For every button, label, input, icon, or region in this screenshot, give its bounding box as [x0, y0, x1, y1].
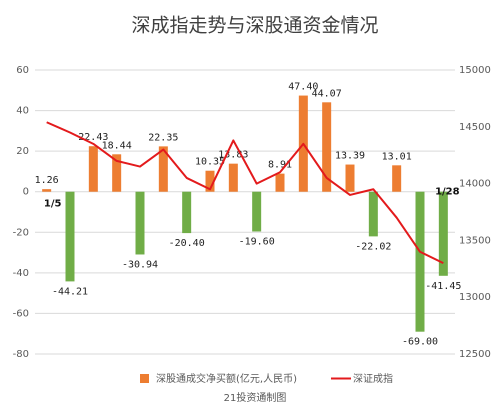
y-tick-label: 0 — [23, 187, 29, 198]
y2-tick-label: 12500 — [459, 349, 491, 360]
value-label: -69.00 — [402, 337, 438, 348]
bar — [322, 102, 332, 192]
bar — [275, 173, 285, 192]
value-label: -20.40 — [169, 238, 205, 249]
chart-title: 深成指走势与深股通资金情况 — [131, 15, 378, 37]
bar — [112, 154, 122, 192]
bar — [42, 189, 52, 192]
y-tick-label: -60 — [13, 308, 29, 319]
bar — [252, 191, 262, 232]
legend-label: 深股通成交净买额(亿元,人民币) — [156, 372, 297, 385]
footer: 21投资通制图 — [224, 391, 287, 404]
bar — [368, 191, 378, 237]
value-label: -41.45 — [425, 281, 461, 292]
value-label: 47.40 — [288, 82, 318, 93]
value-label: 44.07 — [312, 88, 342, 99]
legend-label: 深证成指 — [353, 372, 393, 385]
bar — [228, 163, 238, 192]
value-label: 22.43 — [78, 132, 108, 143]
bar — [205, 170, 215, 192]
y-tick-label: 60 — [16, 65, 29, 76]
y-tick-label: -20 — [13, 227, 29, 238]
value-label: -22.02 — [355, 241, 391, 252]
y2-tick-label: 15000 — [459, 65, 491, 76]
legend-swatch — [140, 374, 149, 383]
value-label: 18.44 — [102, 140, 132, 151]
bar — [158, 146, 168, 192]
y-tick-label: -80 — [13, 349, 29, 360]
bar — [135, 191, 145, 255]
value-label: 13.39 — [335, 151, 365, 162]
annotation: 1/5 — [44, 199, 62, 210]
y2-tick-label: 14000 — [459, 179, 491, 190]
bar — [438, 191, 448, 276]
y-tick-label: 20 — [16, 146, 29, 157]
y2-tick-label: 14500 — [459, 122, 491, 133]
bar — [65, 191, 75, 282]
annotation: 1/28 — [435, 187, 460, 198]
y-tick-label: -40 — [13, 268, 29, 279]
value-label: 8.91 — [268, 160, 292, 171]
bar — [88, 146, 98, 192]
value-label: 13.01 — [382, 151, 412, 162]
y2-tick-label: 13500 — [459, 235, 491, 246]
bar — [345, 164, 355, 192]
value-label: -44.21 — [52, 286, 88, 297]
value-label: 10.35 — [195, 157, 225, 168]
y2-tick-label: 13000 — [459, 292, 491, 303]
bar — [392, 165, 402, 192]
bar — [415, 191, 425, 332]
line — [46, 121, 444, 265]
value-label: -30.94 — [122, 259, 158, 270]
value-label: 13.83 — [218, 150, 248, 161]
value-label: -19.60 — [239, 236, 275, 247]
value-label: 1.26 — [35, 175, 59, 186]
y-tick-label: 40 — [16, 106, 29, 117]
value-label: 22.35 — [148, 132, 178, 143]
bar — [182, 191, 192, 234]
